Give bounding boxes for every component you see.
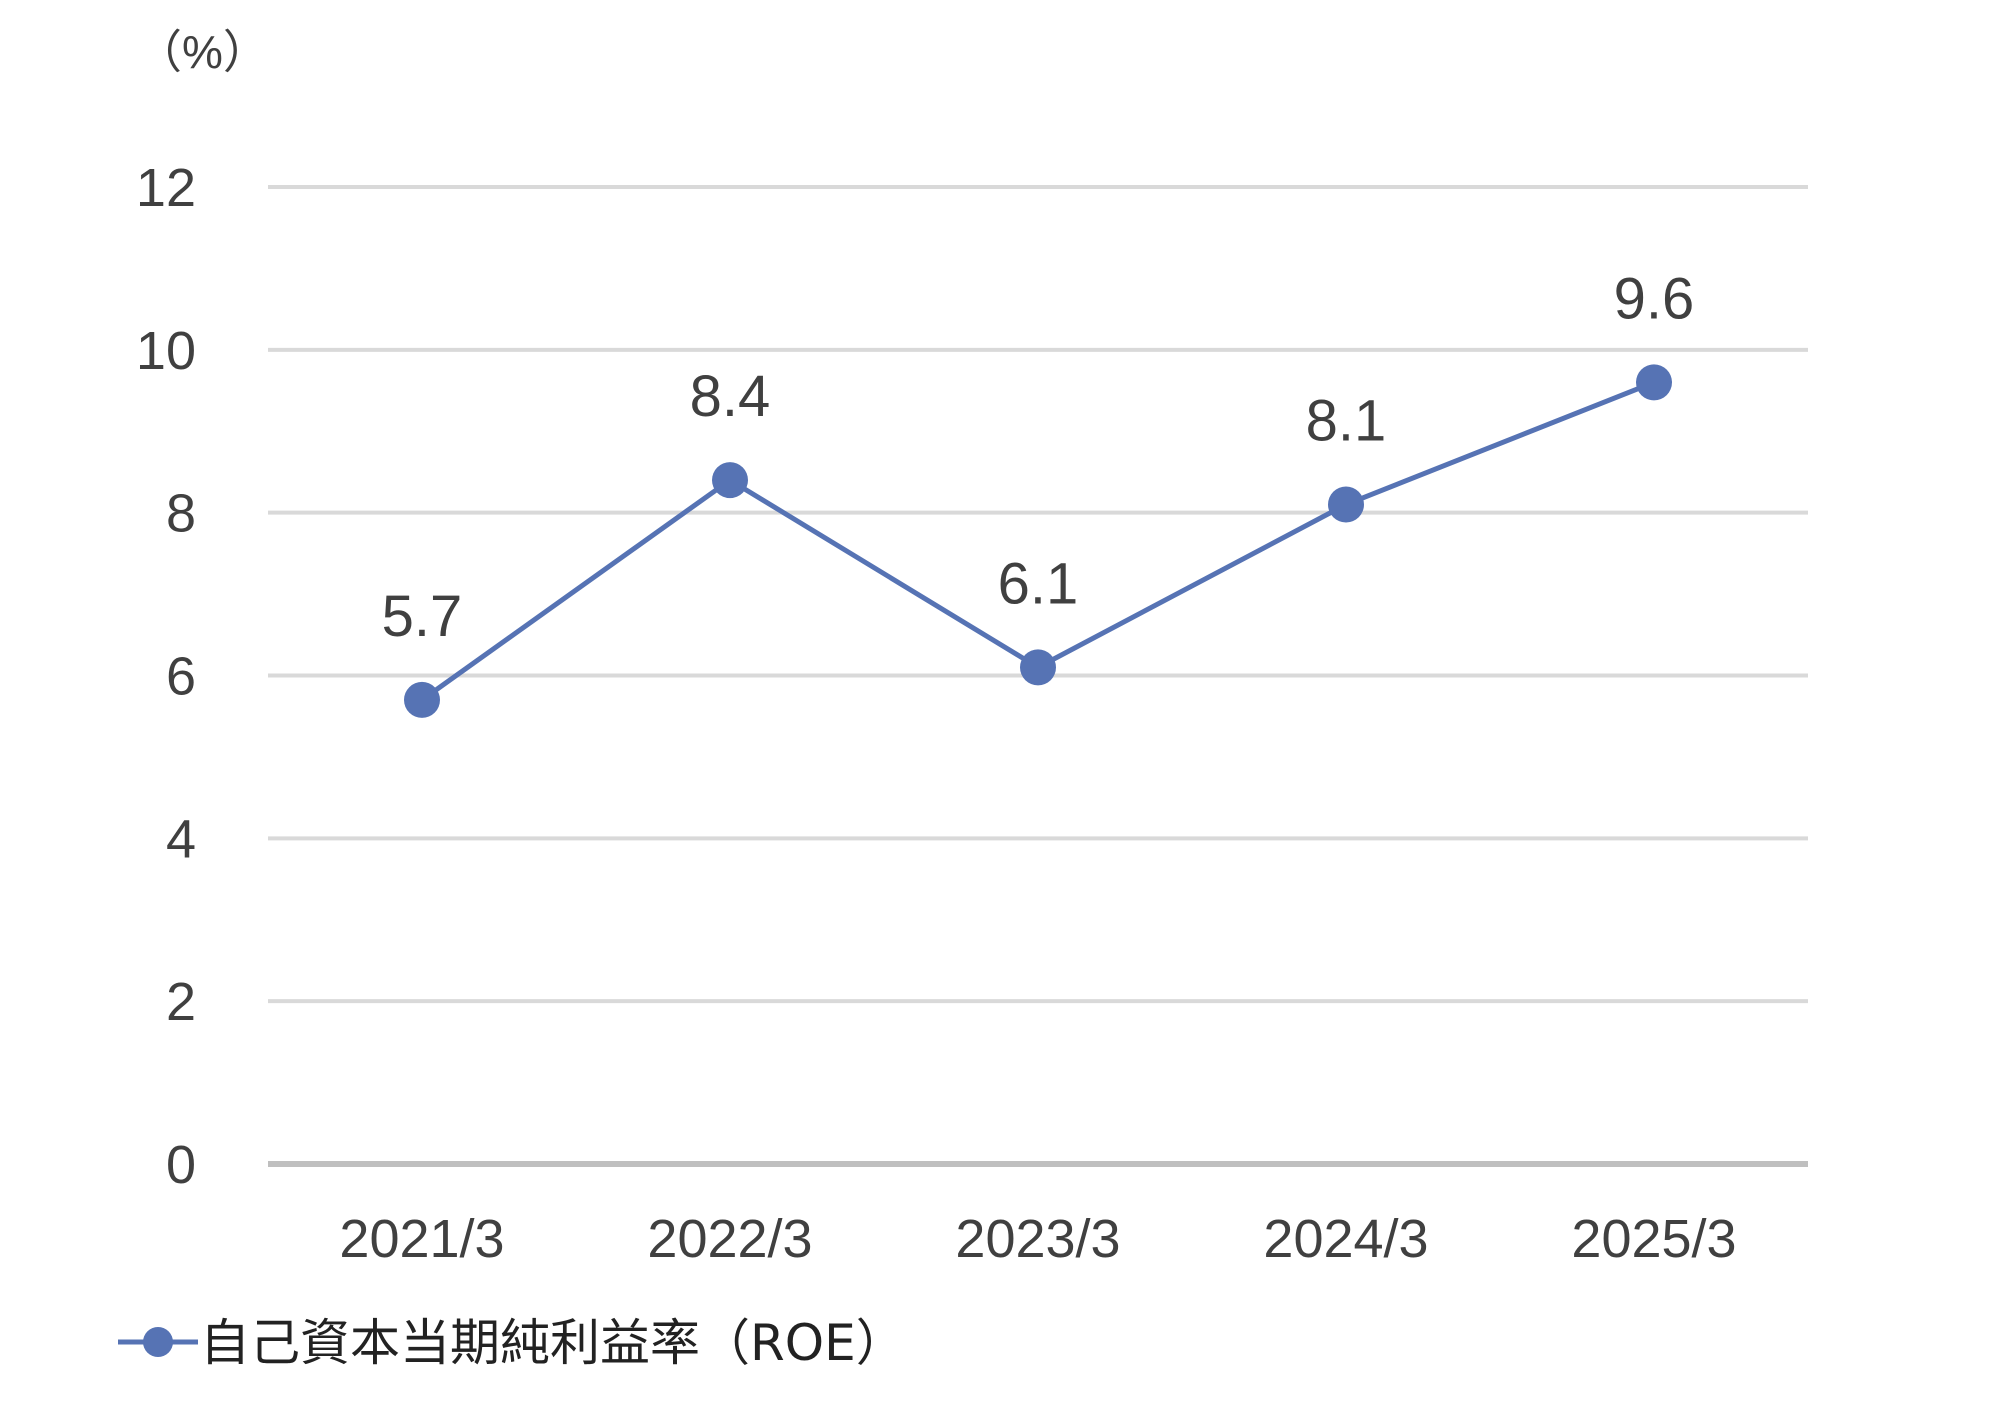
y-axis-ticks: 0 2 4 6 8 10 12 [136, 158, 196, 1195]
x-axis-ticks: 2021/3 2022/3 2023/3 2024/3 2025/3 [339, 1209, 1736, 1269]
data-label: 9.6 [1614, 266, 1695, 331]
x-tick-label: 2025/3 [1571, 1209, 1736, 1269]
y-tick-label: 4 [166, 809, 196, 869]
x-tick-label: 2023/3 [955, 1209, 1120, 1269]
data-label: 8.4 [690, 364, 771, 429]
y-tick-label: 2 [166, 972, 196, 1032]
series-roe [404, 364, 1672, 718]
data-point [404, 681, 440, 718]
y-tick-label: 10 [136, 321, 196, 381]
x-tick-label: 2022/3 [647, 1209, 812, 1269]
data-point [712, 462, 748, 499]
legend-label: 自己資本当期純利益率（ROE） [200, 1314, 906, 1372]
data-label: 6.1 [998, 551, 1079, 616]
y-axis-unit-label: （%） [136, 26, 269, 78]
legend: 自己資本当期純利益率（ROE） [118, 1314, 906, 1372]
data-label: 8.1 [1306, 389, 1387, 454]
data-label: 5.7 [382, 584, 463, 649]
x-tick-label: 2021/3 [339, 1209, 504, 1269]
data-point [1020, 649, 1056, 686]
y-tick-label: 6 [166, 647, 196, 707]
y-tick-label: 8 [166, 484, 196, 544]
legend-marker-swatch [143, 1327, 173, 1357]
y-tick-label: 0 [166, 1135, 196, 1195]
data-point [1328, 486, 1364, 523]
data-labels: 5.7 8.4 6.1 8.1 9.6 [382, 266, 1695, 649]
data-point [1636, 364, 1672, 401]
y-tick-label: 12 [136, 158, 196, 218]
x-tick-label: 2024/3 [1263, 1209, 1428, 1269]
gridlines [268, 185, 1808, 1167]
